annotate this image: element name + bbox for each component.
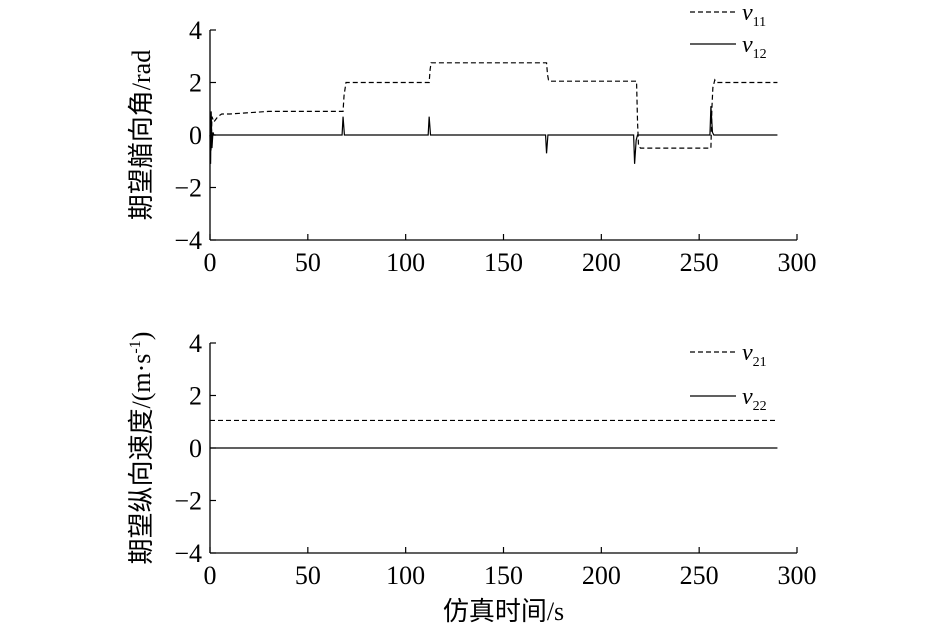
- y-tick-label: 0: [189, 121, 202, 150]
- x-axis-label: 仿真时间/s: [443, 597, 564, 626]
- x-tick-label: 50: [295, 248, 321, 277]
- x-tick-label: 100: [386, 561, 425, 590]
- y-tick-label: 4: [189, 16, 202, 45]
- legend-label-v22: v22: [742, 384, 767, 414]
- y-tick-label: 2: [189, 382, 202, 411]
- y-tick-label: −4: [174, 226, 202, 255]
- x-tick-label: 0: [204, 561, 217, 590]
- legend-label-v11: v11: [742, 0, 766, 30]
- x-tick-label: 300: [778, 561, 817, 590]
- y-tick-label: 4: [189, 329, 202, 358]
- x-tick-label: 0: [204, 248, 217, 277]
- chart-panel-2: 0 50 100 150 200 250 300 4 2 0 −2 −4 期望纵向速度/(m·s-1) 仿…: [127, 329, 817, 626]
- x-tick-label: 150: [484, 561, 523, 590]
- x-tick-label: 150: [484, 248, 523, 277]
- y-tick-label: 2: [189, 69, 202, 98]
- y-tick-label: 0: [189, 434, 202, 463]
- x-tick-label: 250: [680, 248, 719, 277]
- x-tick-label: 300: [778, 248, 817, 277]
- series-line-v12: [209, 106, 778, 164]
- x-tick-label: 50: [295, 561, 321, 590]
- y-tick-label: −2: [174, 174, 202, 203]
- y-tick-label: −4: [174, 539, 202, 568]
- series-line-v11: [209, 62, 778, 151]
- y-tick-label: −2: [174, 487, 202, 516]
- legend-label-v21: v21: [742, 340, 767, 370]
- x-tick-label: 200: [582, 248, 621, 277]
- y-axis-label: 期望纵向速度/(m·s-1): [127, 332, 156, 565]
- x-tick-label: 100: [386, 248, 425, 277]
- x-tick-label: 200: [582, 561, 621, 590]
- legend-label-v12: v12: [742, 32, 767, 62]
- y-axis-label: 期望艏向角/rad: [127, 50, 156, 220]
- x-tick-label: 250: [680, 561, 719, 590]
